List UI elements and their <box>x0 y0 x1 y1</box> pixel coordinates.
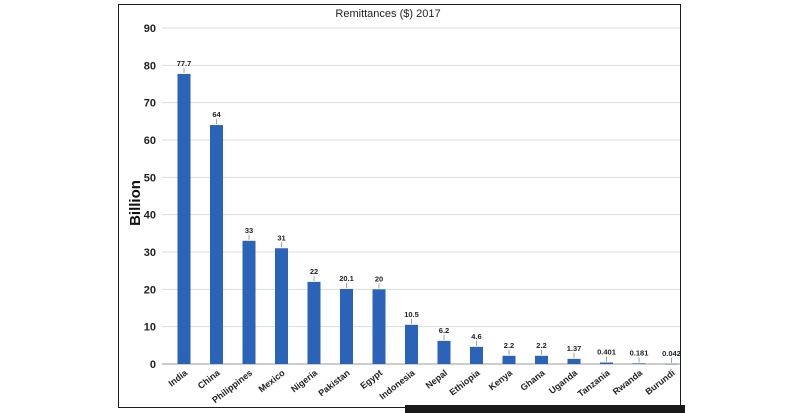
bar-mexico <box>275 248 288 364</box>
x-tick-label: Pakistan <box>316 368 351 399</box>
bar-burundi <box>665 363 678 365</box>
x-tick-label: Nepal <box>424 368 449 391</box>
bar-uganda <box>567 358 581 364</box>
x-tick-label: Egypt <box>358 368 384 391</box>
y-tick-label: 70 <box>144 98 156 110</box>
bar-china <box>210 125 223 364</box>
chart-title: Remittances ($) 2017 <box>335 8 440 20</box>
y-tick-label: 50 <box>144 172 156 184</box>
data-label: 20 <box>375 274 383 283</box>
data-label: 0.401 <box>597 348 616 357</box>
data-label: 0.181 <box>630 348 649 357</box>
bar-rwanda <box>632 363 646 364</box>
bar-egypt <box>372 289 386 364</box>
bar-nepal <box>437 340 451 364</box>
bar-ghana <box>535 355 548 364</box>
x-tick-label: Burundi <box>643 368 676 397</box>
grid <box>162 27 680 365</box>
bar-nigeria <box>307 281 321 364</box>
data-labels: 77.7 64 33 31 22 20.1 20 10.5 6.2 4.6 2.2 2.2 1.37 0.… <box>177 59 681 363</box>
y-tick-label: 30 <box>144 247 156 259</box>
x-tick-label: Ethiopia <box>448 367 483 397</box>
bar-pakistan <box>340 288 353 364</box>
x-tick-label: Indonesia <box>377 367 417 401</box>
data-label: 77.7 <box>177 59 192 68</box>
x-tick-label: Rwanda <box>611 367 645 397</box>
data-label: 6.2 <box>439 326 449 335</box>
data-label: 2.2 <box>504 341 514 350</box>
bars <box>177 73 678 365</box>
x-tick-label: China <box>196 367 223 391</box>
data-label: 33 <box>245 226 253 235</box>
data-label: 31 <box>277 233 285 242</box>
bar-kenya <box>502 355 516 364</box>
data-label: 64 <box>212 110 221 119</box>
bar-ethiopia <box>470 346 483 364</box>
data-label: 4.6 <box>471 332 481 341</box>
x-tick-label: Ghana <box>518 367 547 393</box>
x-tick-label: Mexico <box>257 367 288 394</box>
data-label: 20.1 <box>339 274 354 283</box>
y-tick-labels: 0 10 20 30 40 50 60 70 80 90 <box>144 23 156 371</box>
data-label: 0.042 <box>662 349 681 358</box>
data-label: 10.5 <box>404 310 419 319</box>
y-tick-label: 10 <box>144 322 156 334</box>
y-tick-label: 90 <box>144 23 156 35</box>
bar-philippines <box>242 240 256 364</box>
y-tick-label: 40 <box>144 210 156 222</box>
data-label: 2.2 <box>536 341 546 350</box>
x-tick-label: India <box>167 367 190 388</box>
data-label: 1.37 <box>567 344 582 353</box>
bar-indonesia <box>405 324 418 364</box>
y-axis-label: Billion <box>127 180 144 226</box>
x-tick-label: Tanzania <box>576 367 613 399</box>
x-tick-label: Kenya <box>487 367 515 392</box>
y-tick-label: 20 <box>144 284 156 296</box>
y-tick-label: 0 <box>150 359 156 371</box>
data-label: 22 <box>310 267 318 276</box>
bar-india <box>177 73 191 365</box>
y-tick-label: 80 <box>144 60 156 72</box>
bar-tanzania <box>600 362 613 364</box>
bottom-bar <box>405 405 685 413</box>
y-tick-label: 60 <box>144 135 156 147</box>
